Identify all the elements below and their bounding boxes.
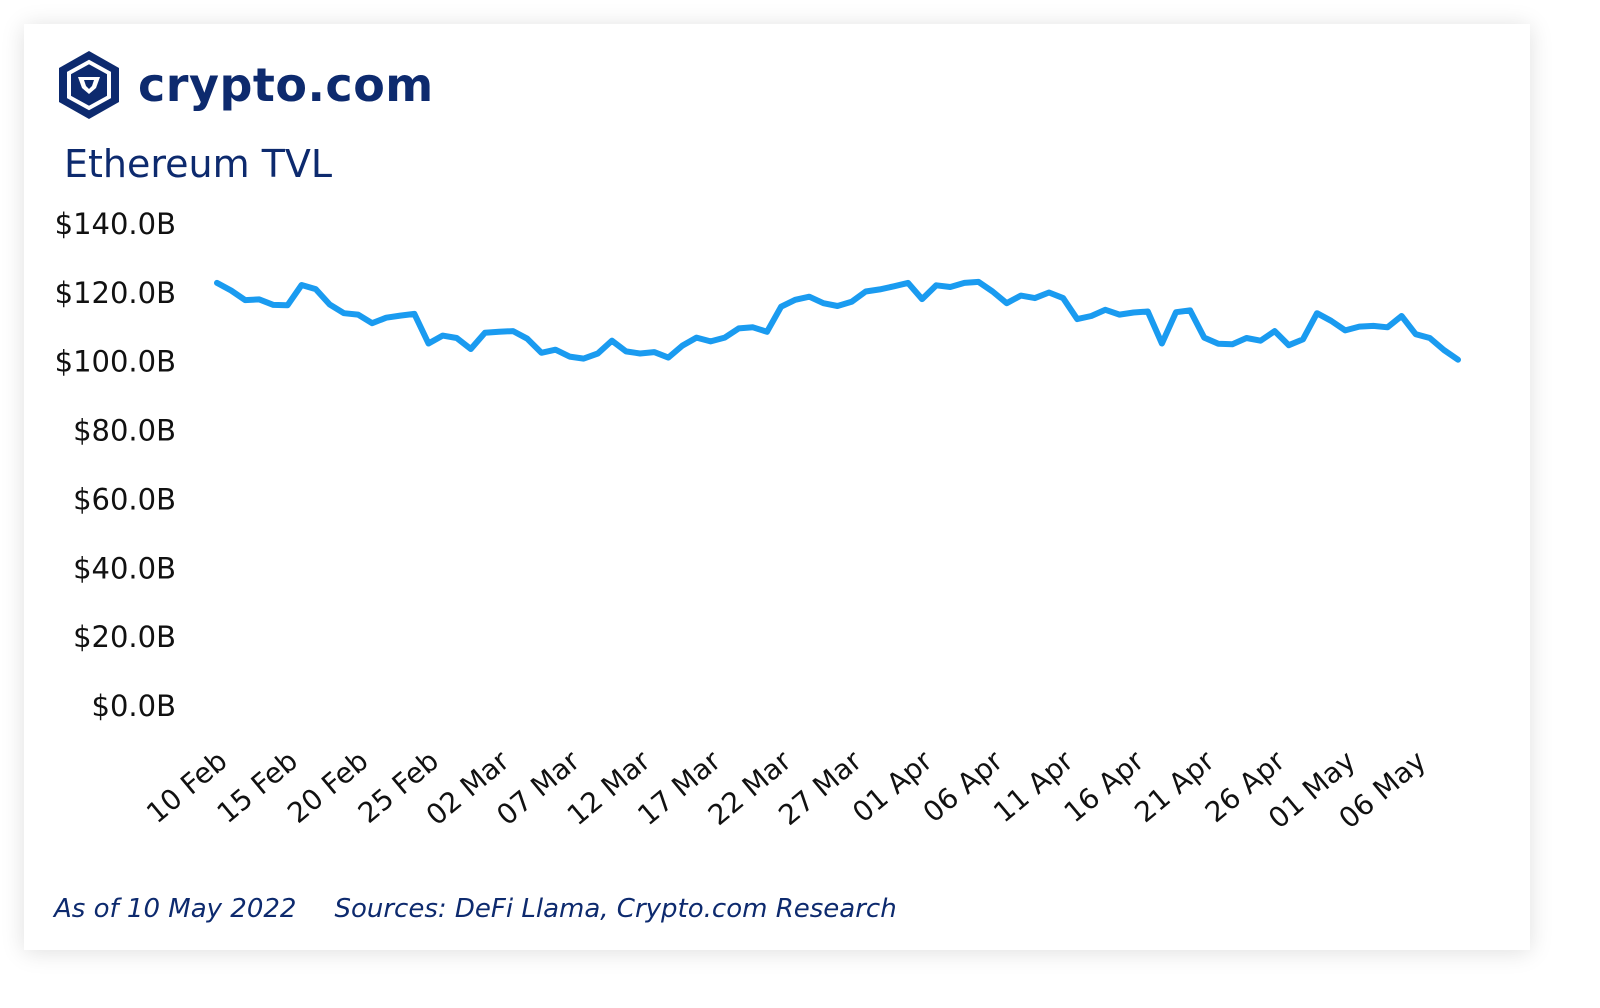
tvl-series-line (214, 278, 1461, 363)
brand-name: crypto.com (138, 58, 434, 112)
y-tick-label: $120.0B (55, 276, 176, 310)
x-tick-label: 11 Apr (987, 744, 1080, 829)
chart-card: crypto.com Ethereum TVL $0.0B $20.0B $40.0… (24, 24, 1530, 950)
line-chart: $0.0B $20.0B $40.0B $60.0B $80.0B $100.0B $120… (55, 207, 1461, 835)
y-tick-label: $140.0B (55, 207, 176, 241)
y-tick-label: $60.0B (73, 482, 176, 516)
x-tick-label: 15 Feb (211, 744, 304, 830)
x-tick-label: 10 Feb (140, 744, 233, 830)
crypto-com-lion-shield-icon (59, 51, 119, 119)
y-tick-label: $40.0B (73, 551, 176, 585)
chart-footer: As of 10 May 2022 Sources: DeFi Llama, Cr… (54, 894, 897, 924)
x-tick-label: 20 Feb (281, 744, 374, 830)
y-tick-label: $80.0B (73, 414, 176, 448)
x-tick-label: 21 Apr (1128, 744, 1221, 829)
x-tick-label: 01 Apr (846, 744, 939, 829)
sources-note: Sources: DeFi Llama, Crypto.com Research (334, 894, 897, 924)
x-tick-label: 16 Apr (1058, 744, 1151, 829)
x-tick-label: 06 Apr (917, 744, 1010, 829)
y-tick-label: $0.0B (92, 689, 176, 723)
y-tick-label: $20.0B (73, 620, 176, 654)
as-of-date: As of 10 May 2022 (54, 894, 297, 924)
plot-area (214, 278, 1461, 363)
y-axis: $0.0B $20.0B $40.0B $60.0B $80.0B $100.0B $120… (55, 207, 176, 723)
brand-logo: crypto.com (58, 50, 434, 120)
chart-title: Ethereum TVL (64, 142, 333, 186)
y-tick-label: $100.0B (55, 345, 176, 379)
